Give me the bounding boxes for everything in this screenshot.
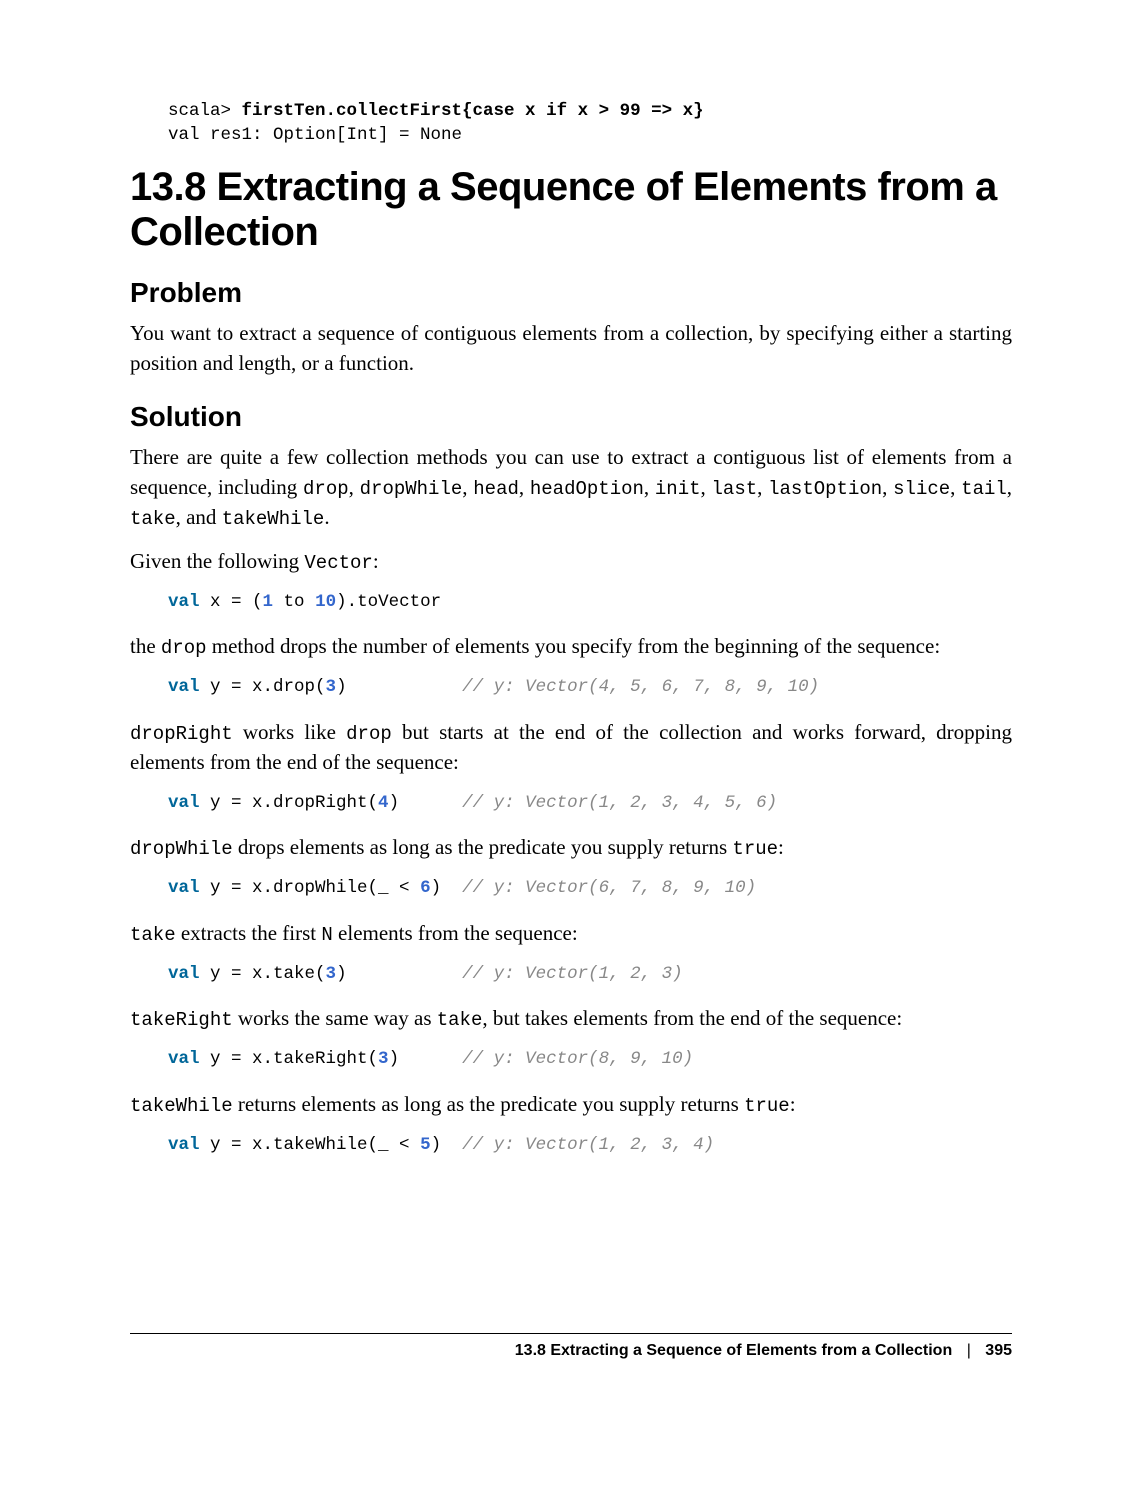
problem-text: You want to extract a sequence of contig… bbox=[130, 319, 1012, 379]
code-dropright: val y = x.dropRight(4) // y: Vector(1, 2… bbox=[168, 792, 1012, 816]
footer-page-number: 395 bbox=[985, 1342, 1012, 1359]
intro-repl-code: scala> firstTen.collectFirst{case x if x… bbox=[168, 100, 1012, 147]
takeright-para: takeRight works the same way as take, bu… bbox=[130, 1004, 1012, 1034]
repl-prompt: scala> bbox=[168, 101, 242, 121]
repl-output: val res1: Option[Int] = None bbox=[168, 125, 462, 145]
dropwhile-para: dropWhile drops elements as long as the … bbox=[130, 833, 1012, 863]
dropright-para: dropRight works like drop but starts at … bbox=[130, 718, 1012, 778]
takewhile-para: takeWhile returns elements as long as th… bbox=[130, 1090, 1012, 1120]
drop-para: the drop method drops the number of elem… bbox=[130, 632, 1012, 662]
code-drop: val y = x.drop(3) // y: Vector(4, 5, 6, … bbox=[168, 676, 1012, 700]
code-take: val y = x.take(3) // y: Vector(1, 2, 3) bbox=[168, 963, 1012, 987]
solution-para-methods: There are quite a few collection methods… bbox=[130, 443, 1012, 533]
section-heading: 13.8 Extracting a Sequence of Elements f… bbox=[130, 165, 1012, 255]
repl-input: firstTen.collectFirst{case x if x > 99 =… bbox=[242, 101, 704, 121]
take-para: take extracts the first N elements from … bbox=[130, 919, 1012, 949]
code-takeright: val y = x.takeRight(3) // y: Vector(8, 9… bbox=[168, 1048, 1012, 1072]
footer-section-title: 13.8 Extracting a Sequence of Elements f… bbox=[515, 1342, 952, 1359]
solution-heading: Solution bbox=[130, 401, 1012, 433]
page-footer: 13.8 Extracting a Sequence of Elements f… bbox=[130, 1333, 1012, 1360]
code-takewhile: val y = x.takeWhile(_ < 5) // y: Vector(… bbox=[168, 1134, 1012, 1158]
code-decl: val x = (1 to 10).toVector bbox=[168, 591, 1012, 615]
footer-separator: | bbox=[967, 1342, 971, 1359]
code-dropwhile: val y = x.dropWhile(_ < 6) // y: Vector(… bbox=[168, 877, 1012, 901]
problem-heading: Problem bbox=[130, 277, 1012, 309]
given-vector-para: Given the following Vector: bbox=[130, 547, 1012, 577]
